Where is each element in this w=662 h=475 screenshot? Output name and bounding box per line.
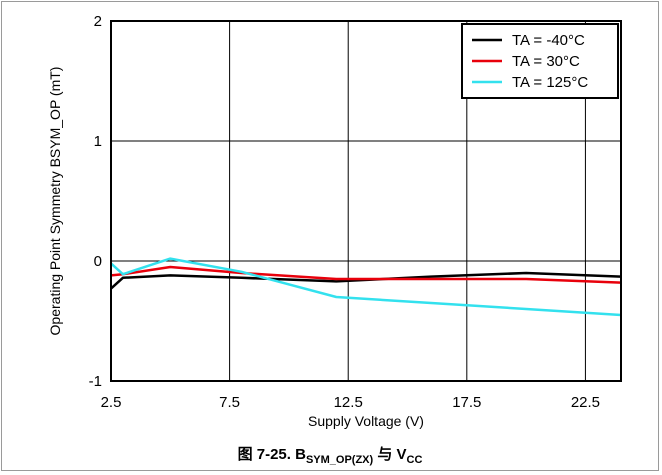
legend-label-2: TA = 125°C [512,74,588,91]
series-line-1 [111,265,621,284]
x-axis-label: Supply Voltage (V) [308,413,424,429]
y-tick-label-2: 0 [94,253,102,270]
caption-subscript: SYM_OP(ZX) [306,454,374,466]
legend: TA = -40°C TA = 30°C TA = 125°C [461,23,619,99]
series-line-2 [111,257,621,317]
y-tick-label-0: 2 [94,13,102,30]
caption-subscript2: CC [407,454,423,466]
caption-middle: 与 V [373,446,406,463]
figure-caption: 图 7-25. BSYM_OP(ZX) 与 VCC [238,446,423,466]
x-tick-label-4: 22.5 [571,394,600,411]
series-line-0 [111,271,621,290]
x-tick-label-0: 2.5 [101,394,122,411]
x-tick-label-3: 17.5 [452,394,481,411]
tick-labels: 2.5 7.5 12.5 17.5 22.5 2 1 0 -1 [89,13,600,411]
legend-label-1: TA = 30°C [512,53,580,70]
series-layer [111,257,621,317]
legend-label-0: TA = -40°C [512,32,585,49]
y-tick-label-3: -1 [89,373,102,390]
caption-main: 图 7-25. B [238,446,307,463]
x-tick-label-2: 12.5 [334,394,363,411]
y-tick-label-1: 1 [94,133,102,150]
plot-area [110,20,622,382]
x-tick-label-1: 7.5 [219,394,240,411]
y-axis-label: Operating Point Symmetry BSYM_OP (mT) [47,67,63,336]
chart-svg: 2.5 7.5 12.5 17.5 22.5 2 1 0 -1 Operating Point … [47,13,622,466]
